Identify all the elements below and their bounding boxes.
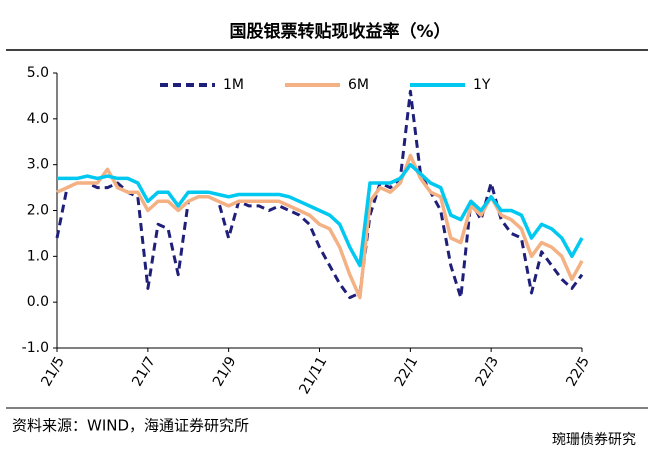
legend-label: 1M bbox=[223, 77, 244, 93]
y-tick-label: 3.0 bbox=[27, 157, 49, 173]
x-tick-label: 21/7 bbox=[129, 354, 159, 389]
chart-title: 国股银票转贴现收益率（%） bbox=[229, 21, 450, 42]
series-line bbox=[55, 89, 584, 300]
y-tick-label: -1.0 bbox=[22, 340, 49, 356]
y-tick-label: 0.0 bbox=[27, 294, 49, 310]
legend-label: 6M bbox=[348, 77, 369, 93]
series-line bbox=[56, 153, 584, 300]
x-tick-label: 22/5 bbox=[563, 354, 593, 389]
x-tick-label: 21/5 bbox=[38, 354, 68, 389]
series-line bbox=[57, 162, 584, 268]
source: 资料来源：WIND，海通证券研究所 bbox=[12, 417, 249, 435]
x-tick-label: 21/9 bbox=[210, 354, 240, 389]
x-tick-label: 22/3 bbox=[472, 354, 502, 389]
y-tick-label: 5.0 bbox=[27, 65, 49, 81]
watermark: 琬珊债券研究 bbox=[552, 432, 636, 448]
y-tick-label: 2.0 bbox=[27, 203, 49, 219]
y-tick-label: 4.0 bbox=[27, 111, 49, 127]
legend-label: 1Y bbox=[473, 77, 491, 93]
x-tick-label: 21/11 bbox=[296, 354, 330, 397]
x-tick-label: 22/1 bbox=[392, 354, 422, 389]
y-tick-label: 1.0 bbox=[27, 248, 49, 264]
